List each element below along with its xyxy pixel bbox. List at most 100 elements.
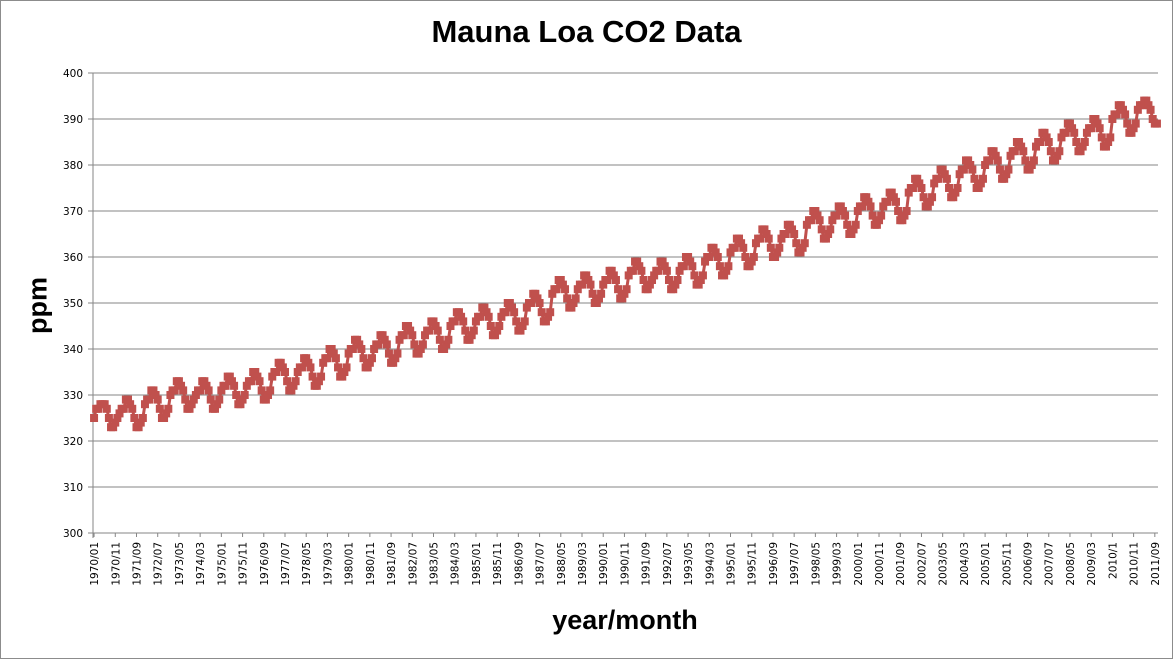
data-point	[953, 184, 962, 192]
data-point	[1061, 128, 1070, 137]
data-point	[291, 377, 300, 386]
data-point	[673, 276, 682, 284]
data-point	[429, 317, 438, 326]
data-point	[624, 271, 633, 280]
data-point	[1070, 128, 1079, 137]
data-point	[238, 395, 247, 404]
data-point	[620, 289, 629, 298]
data-point	[493, 326, 502, 335]
data-point	[113, 414, 122, 422]
data-point	[938, 165, 947, 174]
data-point	[836, 202, 845, 211]
data-point	[815, 216, 824, 225]
data-point	[164, 404, 173, 413]
data-point	[737, 239, 746, 248]
data-point	[894, 207, 903, 215]
data-point	[864, 197, 873, 206]
data-point	[959, 165, 968, 174]
data-point	[329, 349, 338, 358]
x-tick-label: 1972/07	[153, 542, 165, 586]
data-point	[571, 294, 580, 303]
data-point	[569, 299, 578, 307]
data-point	[433, 326, 442, 335]
data-point	[334, 363, 343, 372]
data-point	[162, 409, 171, 418]
data-point	[314, 377, 323, 386]
x-tick-label: 2000/01	[853, 542, 865, 586]
data-point	[684, 253, 693, 261]
data-point	[408, 331, 417, 340]
data-point	[213, 400, 222, 409]
data-point	[187, 400, 196, 409]
data-point	[1097, 133, 1106, 142]
data-point	[1044, 138, 1053, 146]
data-point	[200, 377, 209, 386]
data-point	[505, 299, 514, 307]
data-point	[588, 289, 597, 298]
data-point	[832, 211, 841, 220]
data-point	[917, 184, 926, 192]
data-point	[662, 266, 671, 275]
data-point	[191, 391, 200, 399]
data-point	[788, 225, 797, 234]
data-point	[442, 340, 451, 349]
data-point	[145, 395, 154, 404]
data-point	[991, 151, 1000, 160]
data-point	[586, 280, 595, 289]
data-point	[533, 294, 542, 303]
data-point	[1000, 174, 1009, 183]
data-point	[724, 262, 733, 271]
data-point	[618, 294, 627, 303]
data-point	[966, 161, 975, 169]
x-tick-label: 1985/01	[471, 542, 483, 586]
data-point	[1057, 133, 1066, 142]
x-tick-label: 1989/03	[577, 542, 589, 586]
data-point	[363, 363, 372, 372]
data-point	[1112, 110, 1121, 119]
data-point	[454, 308, 463, 317]
data-point	[1032, 142, 1041, 151]
data-point	[764, 234, 773, 243]
x-tick-label: 1990/01	[598, 542, 610, 586]
data-point	[247, 377, 256, 386]
data-point	[1082, 128, 1091, 137]
data-point	[355, 340, 364, 349]
data-point	[902, 207, 911, 215]
data-point	[367, 354, 376, 363]
data-point	[862, 193, 871, 202]
data-point	[1036, 138, 1045, 146]
data-point	[851, 220, 860, 229]
data-point	[90, 414, 99, 422]
data-point	[140, 400, 149, 409]
data-point	[671, 280, 680, 289]
data-point	[327, 345, 336, 353]
data-point	[715, 262, 724, 271]
data-point	[811, 207, 820, 215]
data-point	[444, 335, 453, 344]
data-point	[900, 211, 909, 220]
data-point	[202, 381, 211, 390]
data-point	[374, 340, 383, 349]
data-point	[821, 234, 830, 243]
x-tick-label: 2001/09	[895, 542, 907, 586]
x-tick-label: 1975/11	[238, 542, 250, 586]
data-point	[264, 391, 273, 399]
data-point	[465, 335, 474, 344]
data-point	[762, 230, 771, 238]
data-point	[976, 179, 985, 188]
data-point	[170, 386, 179, 395]
data-point	[389, 358, 398, 367]
data-point	[227, 377, 236, 386]
data-point	[1152, 119, 1161, 128]
x-tick-label: 2003/05	[938, 542, 950, 586]
y-tick-label: 330	[63, 390, 83, 402]
data-point	[544, 312, 553, 321]
x-axis-label: year/month	[552, 605, 698, 635]
data-point	[1121, 110, 1130, 119]
data-point	[838, 207, 847, 215]
data-point	[215, 395, 224, 404]
data-point	[777, 234, 786, 243]
data-point	[639, 276, 648, 284]
data-point	[1040, 128, 1049, 137]
